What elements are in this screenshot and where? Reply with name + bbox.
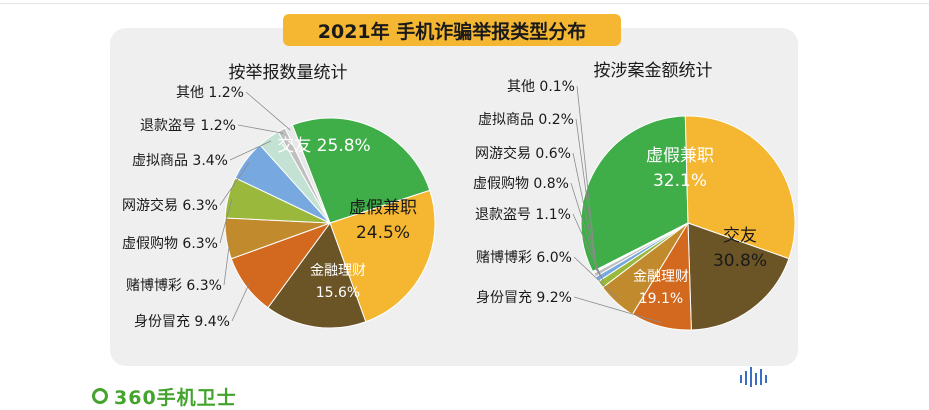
slice-value-label: 24.5%	[356, 223, 410, 243]
slice-category-label: 金融理财	[310, 263, 366, 279]
slice-label: 交友 25.8%	[277, 136, 370, 156]
slice-label: 赌博博彩 6.0%	[476, 249, 572, 266]
leader-line	[575, 118, 598, 271]
leader-line	[573, 256, 620, 300]
page-title: 2021年 手机诈骗举报类型分布	[283, 14, 621, 46]
slice-category-label: 虚假兼职	[349, 198, 417, 218]
chart-title: 按举报数量统计	[229, 63, 348, 83]
brand-icon	[92, 388, 108, 404]
leader-line	[572, 152, 599, 274]
slice-category-label: 虚假兼职	[646, 146, 714, 166]
leader-line	[219, 198, 233, 244]
slice-label: 其他 0.1%	[507, 79, 575, 95]
leader-line	[219, 162, 250, 206]
pie-slice	[329, 189, 436, 323]
leader-line	[573, 296, 662, 323]
pie-slice	[291, 117, 431, 224]
leader-line	[223, 238, 231, 286]
top-divider	[0, 3, 929, 4]
slice-label: 虚假购物 6.3%	[122, 236, 218, 252]
pie-slice	[687, 222, 790, 331]
brand-logo: 360手机卫士	[92, 386, 237, 409]
chart-title: 按涉案金额统计	[594, 61, 713, 81]
leader-line	[576, 85, 597, 271]
slice-value-label: 32.1%	[653, 171, 707, 191]
slice-label: 网游交易 6.3%	[122, 197, 218, 214]
slice-label: 身份冒充 9.4%	[134, 314, 230, 330]
slice-value-label: 19.1%	[639, 291, 683, 307]
slice-label: 退款盗号 1.2%	[140, 118, 236, 134]
leader-line	[229, 140, 272, 161]
pie-slice	[580, 115, 689, 273]
slice-label: 赌博博彩 6.3%	[126, 277, 222, 294]
leader-line	[237, 124, 284, 134]
pie-slice	[267, 221, 367, 329]
slice-label: 其他 1.2%	[176, 85, 244, 101]
slice-label: 网游交易 0.6%	[475, 145, 571, 162]
slice-category-label: 交友	[723, 226, 757, 246]
leader-line	[245, 91, 291, 131]
slice-label: 虚假购物 0.8%	[473, 176, 569, 192]
leader-line	[231, 283, 250, 322]
brand-name: 360手机卫士	[114, 386, 237, 409]
slice-label: 虚拟商品 0.2%	[478, 112, 574, 128]
soundwave-icon	[740, 367, 767, 387]
pie-slice	[684, 115, 796, 260]
pie-slice	[591, 222, 689, 273]
slice-label: 退款盗号 1.1%	[475, 207, 571, 223]
pie-slice	[284, 124, 331, 224]
slice-category-label: 金融理财	[633, 269, 689, 285]
slice-value-label: 15.6%	[316, 285, 360, 301]
slice-value-label: 30.8%	[713, 251, 767, 271]
slice-label: 身份冒充 9.2%	[476, 290, 572, 306]
slice-label: 虚拟商品 3.4%	[132, 153, 228, 169]
